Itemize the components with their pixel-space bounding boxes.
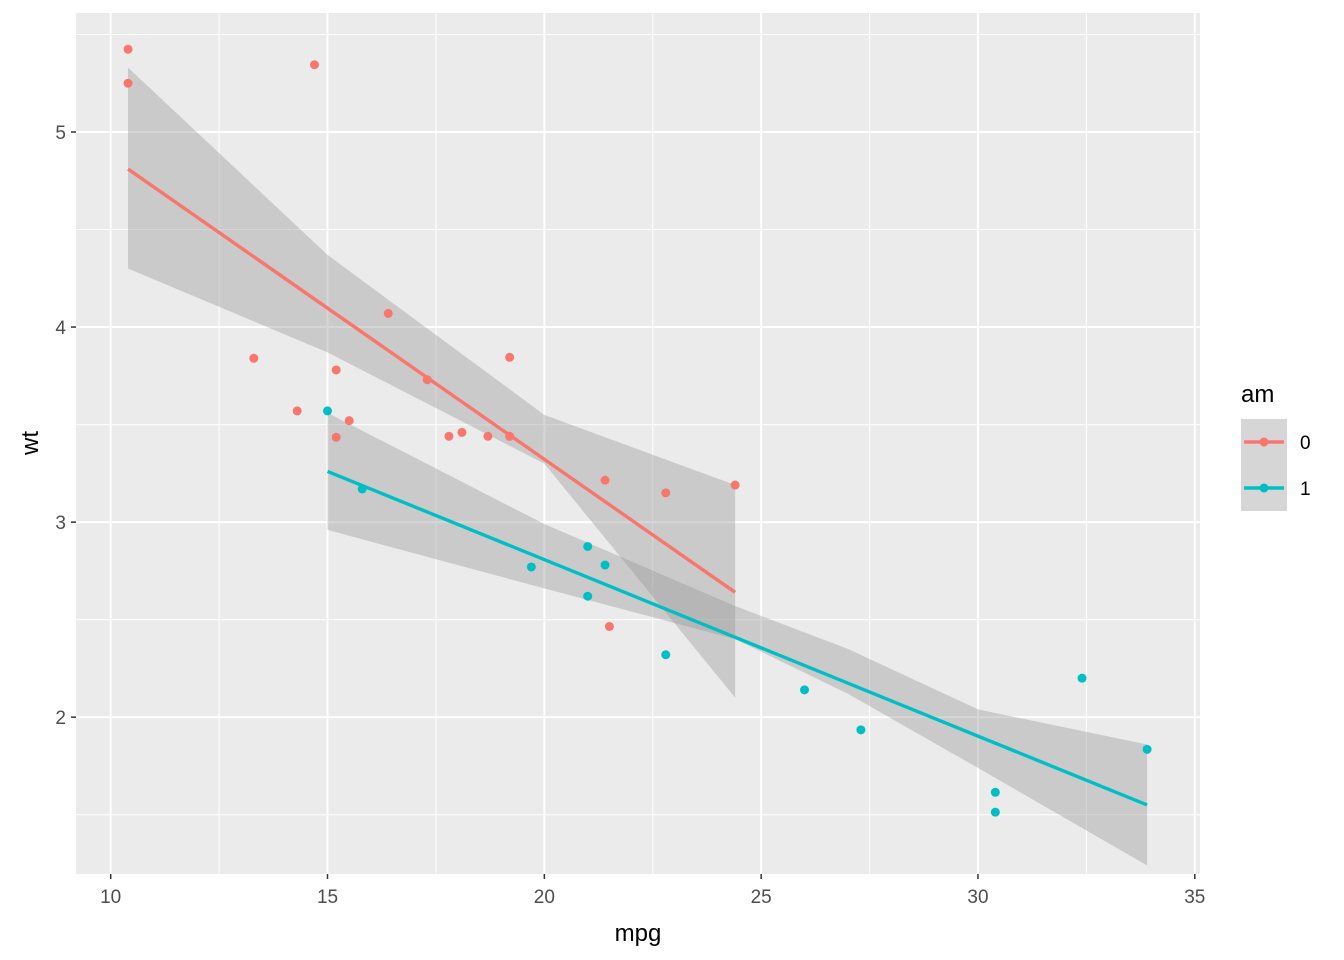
data-point-1 <box>1077 673 1087 683</box>
data-point-0 <box>600 475 610 485</box>
data-points <box>123 44 1152 817</box>
grid-major <box>76 13 1200 874</box>
legend-label: 0 <box>1300 433 1311 454</box>
legend-label: 1 <box>1300 479 1311 500</box>
data-point-0 <box>331 365 341 375</box>
fit-line-1 <box>326 469 1148 807</box>
data-point-0 <box>444 431 454 441</box>
data-point-0 <box>730 480 740 490</box>
legend-key-point <box>1259 437 1269 447</box>
y-tick-label: 3 <box>55 513 66 534</box>
data-point-0 <box>249 353 259 363</box>
data-point-0 <box>123 78 133 88</box>
data-point-1 <box>583 541 593 551</box>
y-axis-title: wt <box>17 431 44 456</box>
legend-key-point <box>1259 483 1269 493</box>
x-tick-label: 15 <box>317 887 338 908</box>
data-point-0 <box>292 406 302 416</box>
data-point-0 <box>344 416 354 426</box>
data-point-1 <box>357 484 367 494</box>
x-tick-label: 30 <box>967 887 988 908</box>
data-point-0 <box>123 44 133 54</box>
legend-title: am <box>1241 381 1274 408</box>
data-point-0 <box>505 352 515 362</box>
data-point-1 <box>800 685 810 695</box>
data-point-1 <box>990 787 1000 797</box>
data-point-0 <box>383 308 393 318</box>
x-tick-label: 25 <box>751 887 772 908</box>
data-point-0 <box>661 488 671 498</box>
data-point-1 <box>526 562 536 572</box>
x-tick-label: 10 <box>100 887 121 908</box>
data-point-1 <box>600 560 610 570</box>
panel-background <box>76 13 1200 874</box>
y-tick-label: 5 <box>55 123 66 144</box>
data-point-1 <box>856 725 866 735</box>
data-point-0 <box>310 60 320 70</box>
y-tick-label: 4 <box>55 318 66 339</box>
data-point-0 <box>483 431 493 441</box>
grid-minor <box>76 13 1200 874</box>
x-tick-label: 35 <box>1184 887 1205 908</box>
x-axis-title: mpg <box>615 920 662 947</box>
data-point-1 <box>661 650 671 660</box>
data-point-0 <box>331 432 341 442</box>
data-point-0 <box>457 427 467 437</box>
data-point-1 <box>583 591 593 601</box>
data-point-0 <box>604 621 614 631</box>
data-point-1 <box>990 807 1000 817</box>
x-tick-label: 20 <box>534 887 555 908</box>
y-axis: 2 3 4 5 <box>55 123 76 729</box>
data-point-0 <box>505 431 515 441</box>
legend: am 0 1 <box>1241 381 1311 511</box>
data-point-1 <box>323 406 333 416</box>
data-point-0 <box>422 375 432 385</box>
data-point-1 <box>1142 744 1152 754</box>
y-tick-label: 2 <box>55 708 66 729</box>
x-axis: 10 15 20 25 30 35 <box>100 874 1205 908</box>
